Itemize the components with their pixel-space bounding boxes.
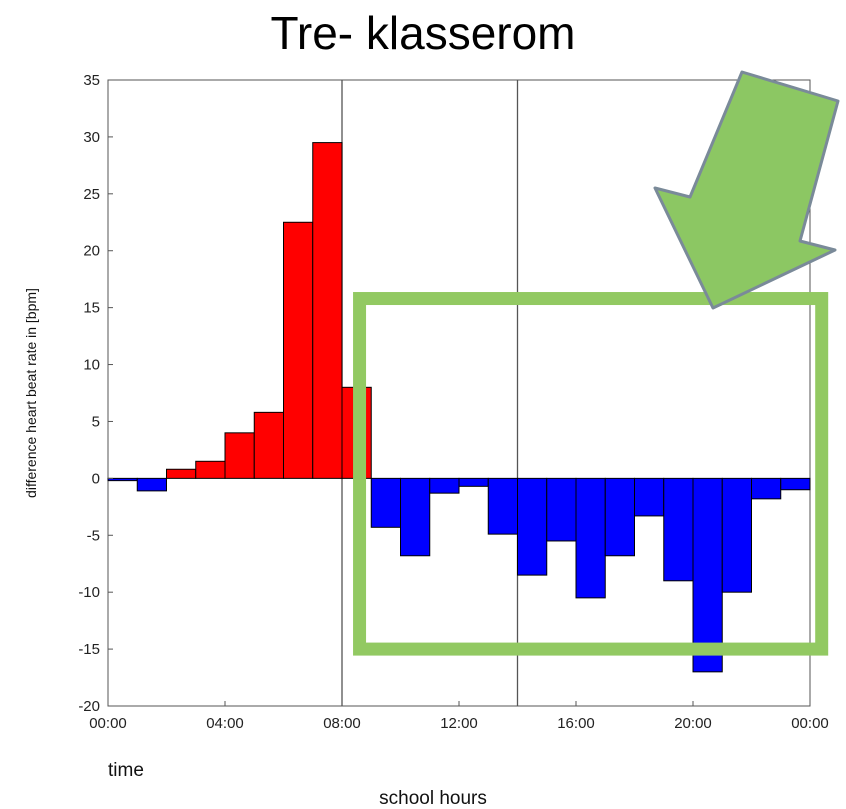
y-tick-label: -20	[78, 698, 100, 715]
bar	[517, 477, 548, 576]
bar	[370, 477, 401, 528]
chart-title: Tre- klasserom	[270, 7, 576, 59]
bar	[195, 460, 226, 479]
x-tick-label: 12:00	[440, 715, 478, 732]
overlay-group	[353, 70, 840, 656]
y-tick-label: 35	[83, 72, 100, 89]
bar	[136, 477, 167, 492]
y-tick-label: 20	[83, 243, 100, 260]
bar	[721, 477, 752, 593]
bar	[546, 477, 577, 542]
x-axis-label: time	[108, 760, 144, 781]
bar	[663, 477, 694, 582]
y-tick-label: -5	[87, 527, 100, 544]
y-tick-label: 5	[92, 413, 100, 430]
bar	[634, 477, 665, 517]
x-axis-sublabel: school hours	[379, 788, 487, 809]
highlight-box	[353, 292, 829, 656]
bar	[400, 477, 431, 557]
bar	[312, 142, 343, 479]
y-tick-label: 25	[83, 186, 100, 203]
bar	[283, 221, 314, 479]
bar	[458, 477, 489, 487]
bar	[575, 477, 606, 599]
bar	[253, 411, 284, 479]
x-tick-label: 00:00	[89, 715, 127, 732]
bar	[751, 477, 782, 500]
y-tick-label: -10	[78, 584, 100, 601]
arrow-icon	[653, 70, 840, 310]
bar	[166, 468, 197, 479]
bar	[487, 477, 518, 535]
bars-group	[107, 79, 811, 707]
x-tick-label: 16:00	[557, 715, 595, 732]
bar	[604, 477, 635, 557]
x-tick-label: 04:00	[206, 715, 244, 732]
y-tick-label: 0	[92, 470, 100, 487]
y-tick-label: 10	[83, 357, 100, 374]
x-tick-label: 00:00	[791, 715, 829, 732]
bar	[780, 477, 811, 491]
y-tick-label: 30	[83, 129, 100, 146]
y-tick-label: -15	[78, 641, 100, 658]
x-tick-label: 20:00	[674, 715, 712, 732]
x-tick-label: 08:00	[323, 715, 361, 732]
bar	[224, 432, 255, 479]
y-axis-label: difference heart beat rate in [bpm]	[23, 288, 39, 498]
y-tick-label: 15	[83, 300, 100, 317]
bar	[429, 477, 460, 494]
